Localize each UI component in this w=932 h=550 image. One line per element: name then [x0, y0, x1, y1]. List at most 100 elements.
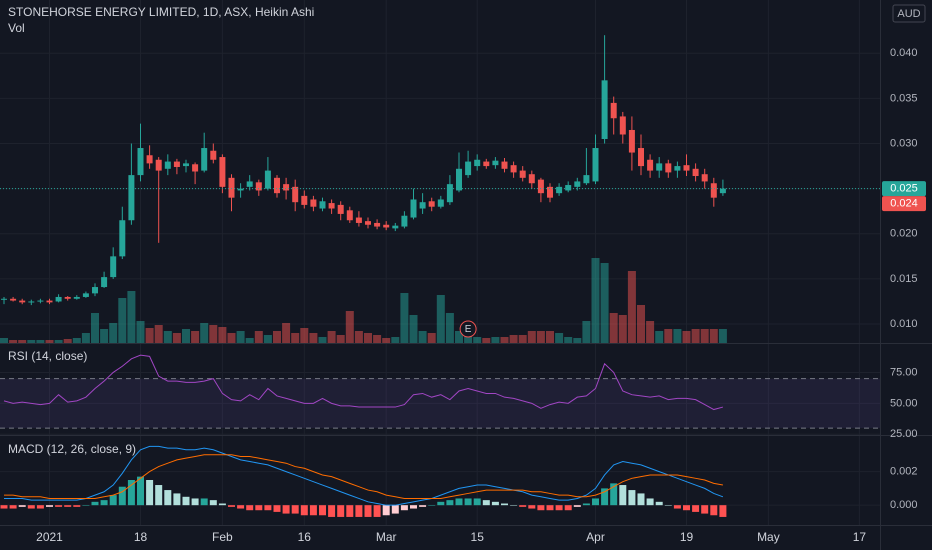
y-tick-label: 0.002 [890, 466, 918, 478]
candle-body [401, 215, 408, 227]
volume-bar [309, 333, 318, 343]
macd-title: MACD (12, 26, close, 9) [8, 442, 136, 456]
volume-bar [163, 331, 172, 343]
candle-body [510, 165, 517, 173]
volume-bar [318, 337, 327, 343]
candle-body [565, 185, 572, 191]
volume-bar [327, 331, 336, 343]
volume-bar [345, 311, 354, 343]
y-tick-label: 0.015 [890, 273, 918, 285]
candle-body [383, 224, 390, 228]
volume-bar [227, 333, 236, 343]
macd-histogram-bar [510, 505, 518, 506]
macd-histogram-bar [528, 505, 536, 509]
macd-histogram-bar [46, 505, 53, 507]
candle-body [456, 168, 462, 191]
macd-histogram-bar [646, 498, 654, 506]
candle-body [665, 163, 672, 173]
macd-histogram-bar [546, 505, 554, 511]
candle-body [219, 157, 226, 187]
macd-histogram-bar [300, 505, 308, 516]
chart-title: STONEHORSE ENERGY LIMITED, 1D, ASX, Heik… [8, 5, 314, 19]
candle-body [1, 298, 7, 300]
volume-bar [445, 313, 454, 343]
candle-body [274, 177, 280, 194]
macd-histogram-bar [291, 505, 299, 514]
volume-bar [473, 337, 482, 343]
macd-histogram-bar [464, 498, 472, 506]
macd-histogram-bar [719, 505, 727, 517]
x-tick-label: 15 [471, 530, 485, 544]
macd-histogram-bar [655, 501, 663, 506]
volume-bar [700, 329, 709, 343]
macd-histogram-bar [218, 503, 226, 506]
candle-body [82, 293, 89, 297]
macd-histogram-bar [364, 505, 372, 517]
candle-body [46, 300, 53, 303]
volume-bar [145, 328, 154, 343]
candle-body [674, 166, 681, 171]
volume-bar [400, 293, 409, 343]
volume-bar [709, 329, 718, 343]
macd-histogram-bar [428, 505, 436, 506]
macd-histogram-bar [664, 505, 672, 506]
candle-body [437, 199, 444, 207]
candle-body [19, 300, 26, 303]
volume-bar [273, 331, 281, 343]
macd-histogram-bar [82, 505, 90, 506]
earnings-marker-label: E [465, 324, 472, 335]
macd-histogram-bar [491, 501, 499, 506]
candle-body [719, 188, 726, 194]
macd-histogram-bar [683, 505, 690, 511]
candle-body [210, 150, 217, 160]
y-tick-label: 0.020 [890, 228, 918, 240]
candle-body [73, 296, 80, 299]
volume-bar [100, 329, 109, 343]
macd-histogram-bar [155, 485, 163, 506]
candle-body [246, 181, 253, 187]
rsi-line [3, 354, 724, 411]
volume-bar [555, 333, 564, 343]
volume-bar [427, 333, 436, 343]
candle-body [528, 174, 535, 184]
candle-body [556, 186, 563, 194]
macd-histogram-bar [592, 498, 599, 506]
macd-histogram-bar [391, 505, 399, 514]
candle-body [483, 161, 490, 167]
price-tag-label: 0.025 [890, 183, 918, 195]
x-tick-label: 19 [680, 530, 694, 544]
macd-histogram-bar [109, 495, 117, 506]
earnings-marker [459, 320, 477, 338]
candle-body [656, 163, 663, 171]
volume-bar [0, 338, 8, 343]
volume-bar [154, 325, 163, 343]
volume-bar [81, 333, 90, 343]
macd-histogram-bar [692, 505, 700, 512]
candle-body [28, 301, 35, 303]
candle-body [583, 175, 590, 184]
macd-histogram-bar [173, 493, 181, 506]
candle-body [55, 296, 62, 302]
x-tick-label: Mar [376, 530, 397, 544]
candle-body [328, 203, 335, 209]
macd-histogram-bar [209, 500, 217, 506]
candle-body [301, 195, 308, 205]
currency: AUD [897, 8, 920, 20]
x-tick-label: 17 [853, 530, 867, 544]
macd-histogram-bar [519, 505, 527, 507]
volume-bar [91, 313, 99, 343]
volume-bar [673, 329, 682, 343]
candle-body [692, 168, 699, 177]
candle-body [319, 201, 326, 209]
candle-body [264, 170, 271, 189]
volume-bar [172, 333, 181, 343]
candle-body [37, 300, 44, 302]
macd-histogram-bar [601, 488, 609, 506]
candle-body [64, 296, 71, 299]
macd-histogram-bar [18, 505, 26, 507]
candle-body [683, 165, 690, 171]
candle-body [173, 161, 180, 167]
volume-bar [682, 331, 691, 343]
candle-body [610, 102, 617, 119]
